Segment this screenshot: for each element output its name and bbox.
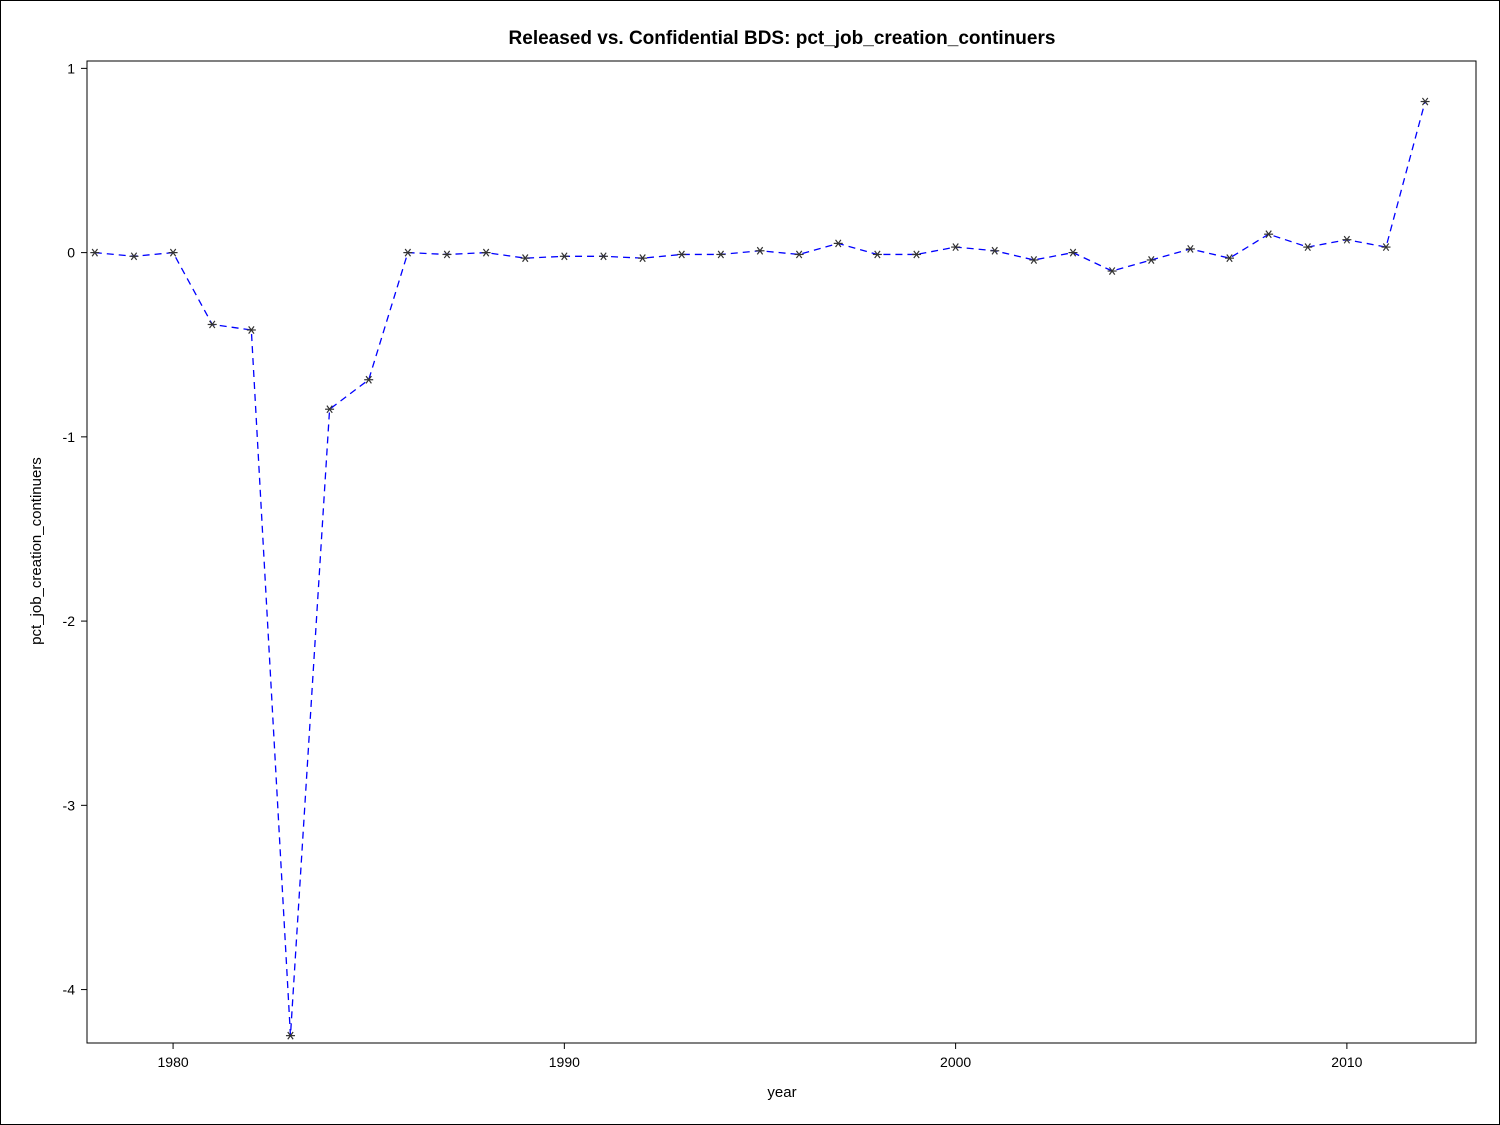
data-point (559, 252, 569, 261)
data-point (951, 243, 961, 252)
data-point (325, 405, 335, 414)
data-point (1146, 256, 1156, 264)
data-point (755, 246, 765, 255)
data-point (442, 250, 452, 259)
data-point (1264, 230, 1274, 239)
x-axis: 1980 1990 2000 2010 (158, 1043, 1363, 1070)
data-point (90, 248, 100, 257)
data-point (598, 252, 608, 261)
series-markers (90, 97, 1430, 1040)
plot-frame (86, 60, 1477, 1044)
y-tick-label: 0 (67, 245, 75, 261)
y-tick-label: 1 (67, 60, 75, 76)
data-point (520, 254, 530, 263)
chart-title: Released vs. Confidential BDS: pct_job_c… (509, 28, 1056, 49)
data-point (1420, 97, 1430, 106)
data-point (1381, 243, 1391, 252)
data-point (1185, 244, 1195, 253)
data-point (716, 250, 726, 259)
data-point (364, 375, 374, 384)
data-point (1068, 248, 1078, 257)
x-tick-label: 2010 (1331, 1054, 1362, 1070)
data-point (403, 248, 413, 257)
data-point (677, 250, 687, 259)
data-point (872, 250, 882, 259)
data-point (246, 326, 256, 334)
data-point (1342, 235, 1352, 244)
y-axis: 1 0 -1 -2 -3 -4 (63, 60, 87, 998)
data-point (638, 254, 648, 263)
y-tick-label: -2 (63, 613, 76, 629)
x-axis-label: year (767, 1084, 796, 1101)
series-line (94, 101, 1426, 1036)
data-point (481, 248, 491, 257)
data-point (1107, 267, 1117, 275)
data-point (1303, 243, 1313, 252)
y-axis-label: pct_job_creation_continuers (28, 457, 45, 645)
data-point (911, 250, 921, 259)
y-tick-label: -3 (63, 797, 76, 813)
data-point (1225, 254, 1235, 263)
x-tick-label: 1990 (549, 1054, 580, 1070)
x-tick-label: 2000 (940, 1054, 971, 1070)
y-tick-label: -1 (63, 429, 76, 445)
data-point (168, 248, 178, 257)
x-tick-label: 1980 (158, 1054, 189, 1070)
data-point (129, 252, 139, 261)
data-point (990, 246, 1000, 255)
data-point (207, 320, 217, 329)
data-point (794, 250, 804, 259)
data-point (1029, 256, 1039, 264)
y-tick-label: -4 (63, 982, 76, 998)
data-point (285, 1031, 295, 1040)
data-point (833, 239, 843, 248)
